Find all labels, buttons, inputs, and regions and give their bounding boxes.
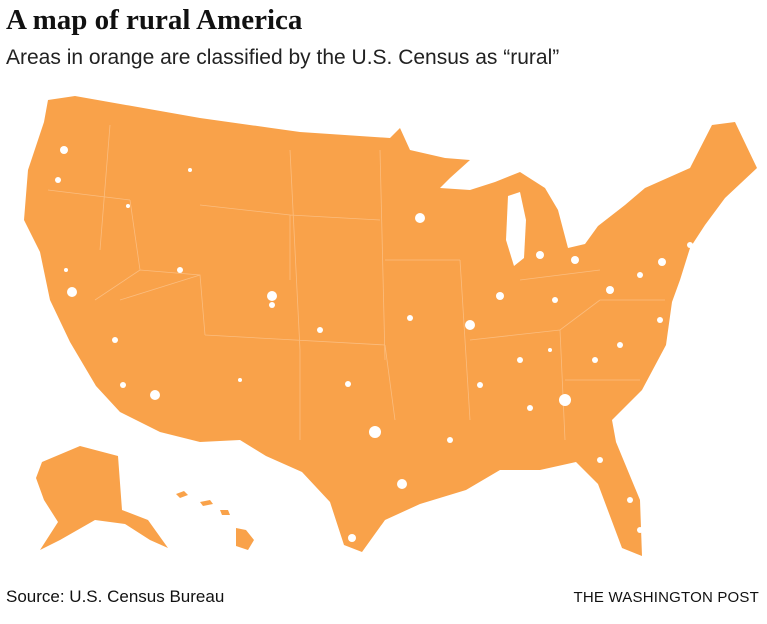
state-lines	[47, 124, 665, 441]
title: A map of rural America	[6, 4, 303, 36]
urban-areas	[55, 146, 713, 542]
subtitle: Areas in orange are classified by the U.…	[6, 46, 560, 69]
credit: THE WASHINGTON POST	[573, 589, 759, 606]
lake-michigan	[506, 192, 526, 266]
alaska	[36, 446, 168, 550]
map	[24, 96, 757, 556]
source: Source: U.S. Census Bureau	[6, 587, 225, 606]
hawaii	[176, 491, 254, 550]
contiguous-us	[24, 96, 757, 556]
